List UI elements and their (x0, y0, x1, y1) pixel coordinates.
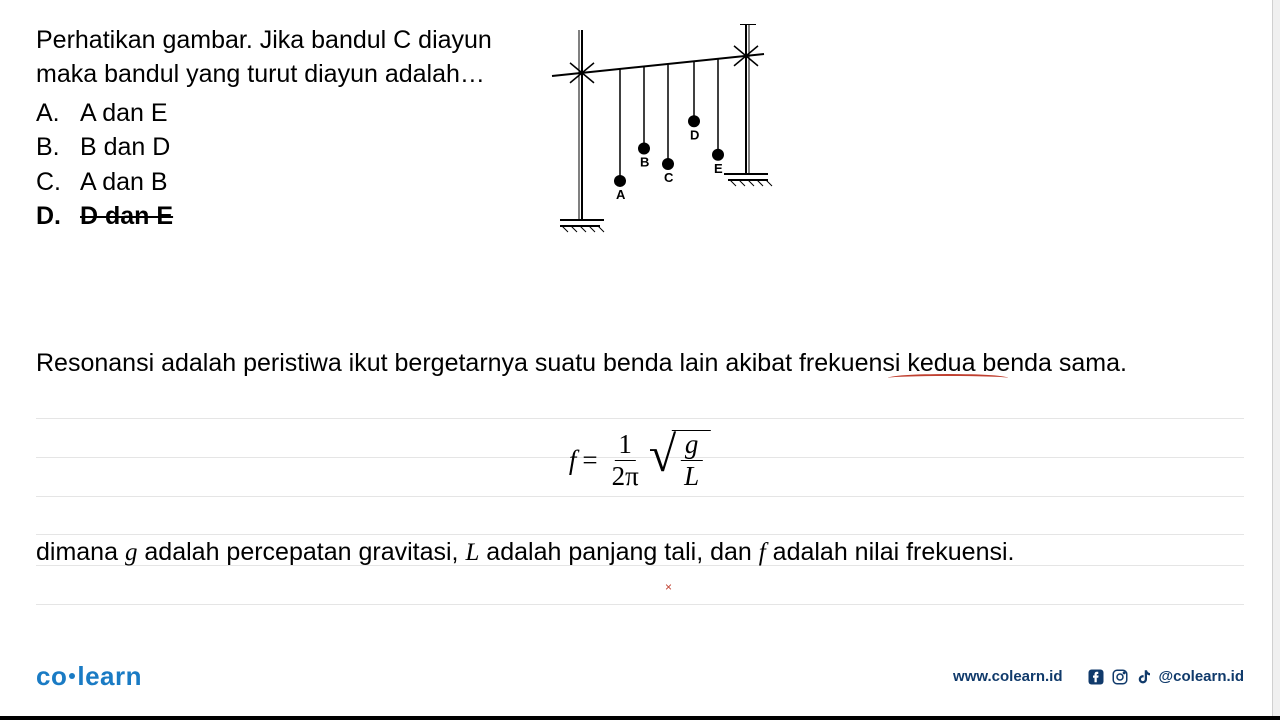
facebook-icon (1087, 668, 1105, 686)
content-area: Perhatikan gambar. Jika bandul C diayun … (0, 0, 1280, 383)
svg-text:B: B (640, 154, 649, 169)
formula-fraction-2: g L (680, 431, 703, 490)
question-line1: Perhatikan gambar. Jika bandul C diayun (36, 26, 492, 54)
option-text: B dan D (80, 130, 170, 165)
option-row: A.A dan E (36, 96, 492, 131)
option-row: B.B dan D (36, 130, 492, 165)
formula-fraction-1: 1 2π (608, 431, 643, 490)
social-icons: @colearn.id (1087, 668, 1244, 686)
option-letter: B. (36, 130, 80, 165)
explanation-text: Resonansi adalah peristiwa ikut bergetar… (36, 344, 1244, 383)
tiktok-icon (1135, 668, 1153, 686)
explanation-line2: dimana g adalah percepatan gravitasi, L … (36, 538, 1244, 567)
instagram-icon (1111, 668, 1129, 686)
option-row: D.D dan E (36, 199, 492, 234)
option-letter: D. (36, 199, 80, 234)
svg-text:E: E (714, 161, 723, 176)
option-text: A dan E (80, 96, 168, 131)
formula-equals: = (582, 445, 597, 476)
footer-right: www.colearn.id @colearn.id (953, 668, 1244, 686)
options-list: A.A dan EB.B dan DC.A dan BD.D dan E (36, 96, 492, 234)
question-row: Perhatikan gambar. Jika bandul C diayun … (36, 24, 1244, 234)
option-letter: C. (36, 165, 80, 200)
bottom-border (0, 716, 1280, 720)
footer: colearn www.colearn.id @colearn.id (36, 661, 1244, 692)
option-row: C.A dan B (36, 165, 492, 200)
question-block: Perhatikan gambar. Jika bandul C diayun … (36, 24, 492, 234)
social-handle: @colearn.id (1159, 668, 1244, 685)
red-x-mark: × (665, 580, 672, 594)
right-border (1272, 0, 1280, 718)
option-text: D dan E (80, 199, 173, 234)
option-text: A dan B (80, 165, 168, 200)
colearn-logo: colearn (36, 661, 142, 692)
svg-text:C: C (664, 170, 674, 185)
footer-url: www.colearn.id (953, 668, 1062, 685)
frequency-formula: f = 1 2π √ g L (569, 430, 711, 490)
formula-f: f (569, 445, 577, 476)
option-letter: A. (36, 96, 80, 131)
formula-sqrt: √ g L (649, 430, 711, 490)
svg-text:D: D (690, 127, 699, 142)
pendulum-diagram: A BC D E (532, 24, 792, 234)
question-text: Perhatikan gambar. Jika bandul C diayun … (36, 24, 492, 92)
explanation-block: Resonansi adalah peristiwa ikut bergetar… (36, 344, 1244, 383)
svg-text:A: A (616, 187, 626, 202)
red-underline (888, 374, 1008, 382)
question-line2: maka bandul yang turut diayun adalah… (36, 60, 485, 88)
